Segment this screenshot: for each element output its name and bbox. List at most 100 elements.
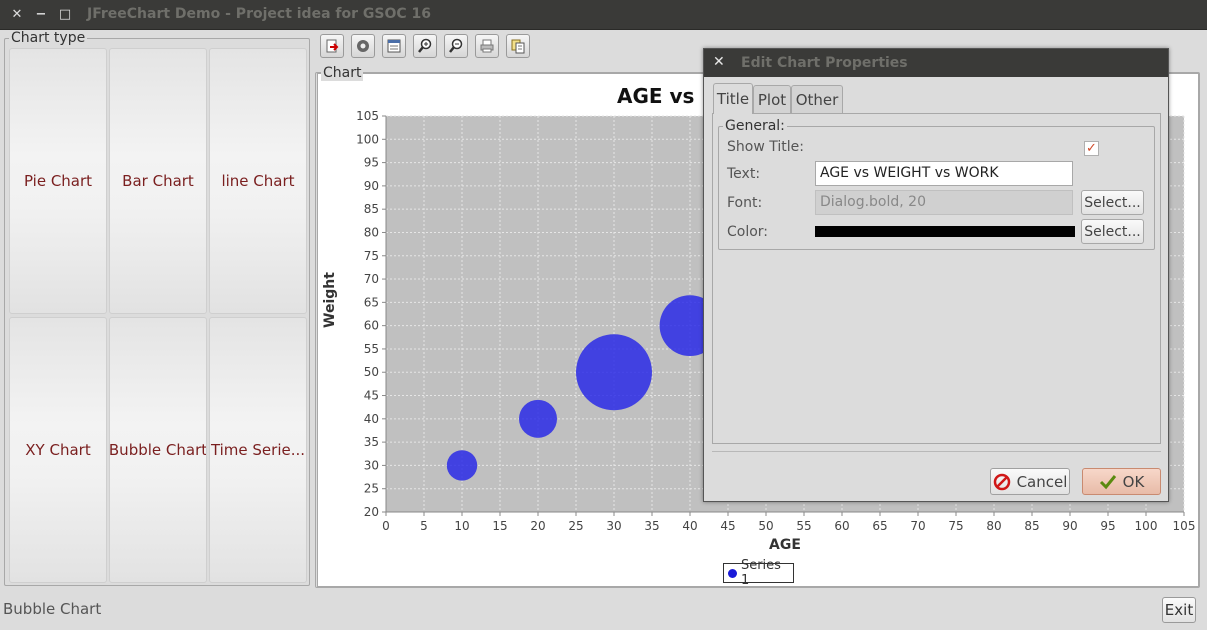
ok-button[interactable]: OK — [1082, 468, 1161, 495]
cancel-button-label: Cancel — [1016, 472, 1068, 491]
properties-button[interactable] — [382, 34, 406, 58]
x-tick-label: 50 — [758, 519, 773, 533]
x-tick-label: 65 — [872, 519, 887, 533]
time-series-chart-button[interactable]: Time Serie... — [209, 317, 307, 583]
tab-other[interactable]: Other — [791, 85, 843, 114]
chart-type-panel-label: Chart type — [9, 30, 88, 46]
zoom-in-icon — [418, 38, 432, 53]
y-tick-label: 45 — [364, 389, 379, 403]
y-tick-label: 95 — [364, 156, 379, 170]
x-tick-label: 60 — [834, 519, 849, 533]
x-tick-label: 5 — [420, 519, 428, 533]
x-tick-label: 35 — [644, 519, 659, 533]
export-button[interactable] — [320, 34, 344, 58]
font-label: Font: — [727, 195, 763, 211]
bar-chart-button[interactable]: Bar Chart — [109, 48, 207, 314]
x-tick-label: 0 — [382, 519, 390, 533]
y-tick-label: 65 — [364, 295, 379, 309]
settings-icon — [357, 40, 369, 52]
y-tick-label: 85 — [364, 202, 379, 216]
x-tick-label: 85 — [1024, 519, 1039, 533]
line-chart-button[interactable]: line Chart — [209, 48, 307, 314]
checkmark-icon — [1099, 474, 1116, 489]
window-close-button[interactable]: ✕ — [11, 7, 23, 22]
x-tick-label: 40 — [682, 519, 697, 533]
window-title: JFreeChart Demo - Project idea for GSOC … — [87, 6, 431, 22]
y-tick-label: 75 — [364, 249, 379, 263]
properties-icon — [387, 39, 401, 53]
legend-series-label: Series 1 — [740, 558, 781, 588]
color-label: Color: — [727, 224, 769, 240]
y-tick-label: 60 — [364, 319, 379, 333]
copy-button[interactable] — [506, 34, 530, 58]
show-title-checkbox[interactable]: ✓ — [1084, 141, 1099, 156]
x-tick-label: 95 — [1100, 519, 1115, 533]
x-tick-label: 55 — [796, 519, 811, 533]
y-tick-label: 20 — [364, 505, 379, 519]
y-tick-label: 30 — [364, 458, 379, 472]
bubble-point — [576, 334, 652, 411]
dialog-separator — [712, 451, 1161, 452]
y-tick-label: 50 — [364, 365, 379, 379]
exit-button[interactable]: Exit — [1162, 597, 1196, 623]
y-tick-label: 70 — [364, 272, 379, 286]
zoom-out-button[interactable] — [444, 34, 468, 58]
window-minimize-button[interactable]: − — [35, 7, 47, 22]
x-tick-label: 90 — [1062, 519, 1077, 533]
x-tick-label: 70 — [910, 519, 925, 533]
edit-chart-properties-dialog: ✕ Edit Chart Properties Title Plot Other… — [703, 48, 1169, 502]
y-tick-label: 25 — [364, 482, 379, 496]
chart-type-panel — [4, 38, 310, 586]
y-tick-label: 55 — [364, 342, 379, 356]
tab-title[interactable]: Title — [713, 83, 753, 114]
ok-button-label: OK — [1122, 472, 1145, 491]
x-tick-label: 30 — [606, 519, 621, 533]
y-axis-label: Weight — [322, 272, 338, 328]
window-titlebar: ✕ − □ JFreeChart Demo - Project idea for… — [0, 0, 1207, 30]
x-tick-label: 80 — [986, 519, 1001, 533]
y-tick-label: 100 — [356, 132, 379, 146]
font-field: Dialog.bold, 20 — [815, 190, 1073, 215]
y-tick-label: 105 — [356, 109, 379, 123]
y-tick-label: 90 — [364, 179, 379, 193]
bubble-chart-button[interactable]: Bubble Chart — [109, 317, 207, 583]
x-tick-label: 75 — [948, 519, 963, 533]
x-axis-label: AGE — [769, 537, 801, 553]
pie-chart-button[interactable]: Pie Chart — [9, 48, 107, 314]
x-tick-label: 105 — [1173, 519, 1196, 533]
title-text-field[interactable]: AGE vs WEIGHT vs WORK — [815, 161, 1073, 186]
cancel-button[interactable]: Cancel — [990, 468, 1070, 495]
status-text: Bubble Chart — [3, 600, 102, 618]
tab-plot[interactable]: Plot — [753, 85, 791, 114]
chart-group-label: Chart — [321, 65, 364, 81]
xy-chart-button[interactable]: XY Chart — [9, 317, 107, 583]
export-icon — [326, 39, 339, 53]
y-tick-label: 40 — [364, 412, 379, 426]
cancel-icon — [993, 473, 1010, 490]
zoom-out-icon — [449, 38, 463, 53]
y-tick-label: 80 — [364, 225, 379, 239]
general-group-label: General: — [723, 118, 787, 134]
show-title-label: Show Title: — [727, 139, 804, 155]
x-tick-label: 25 — [568, 519, 583, 533]
copy-icon — [511, 39, 525, 54]
dialog-titlebar: ✕ Edit Chart Properties — [704, 49, 1168, 77]
print-button[interactable] — [475, 34, 499, 58]
window-maximize-button[interactable]: □ — [58, 7, 72, 22]
color-select-button[interactable]: Select... — [1081, 219, 1144, 244]
title-color-swatch[interactable] — [815, 226, 1075, 237]
font-select-button[interactable]: Select... — [1081, 190, 1144, 215]
x-tick-label: 10 — [454, 519, 469, 533]
bubble-point — [519, 399, 557, 438]
x-tick-label: 15 — [492, 519, 507, 533]
print-icon — [480, 39, 494, 53]
settings-button[interactable] — [351, 34, 375, 58]
tab-panel-title: General: Show Title: ✓ Text: AGE vs WEIG… — [712, 113, 1161, 444]
dialog-close-button[interactable]: ✕ — [713, 54, 725, 70]
general-group — [718, 126, 1155, 250]
zoom-in-button[interactable] — [413, 34, 437, 58]
x-tick-label: 45 — [720, 519, 735, 533]
legend-series-marker — [728, 568, 737, 578]
y-tick-label: 35 — [364, 435, 379, 449]
text-label: Text: — [727, 166, 761, 182]
